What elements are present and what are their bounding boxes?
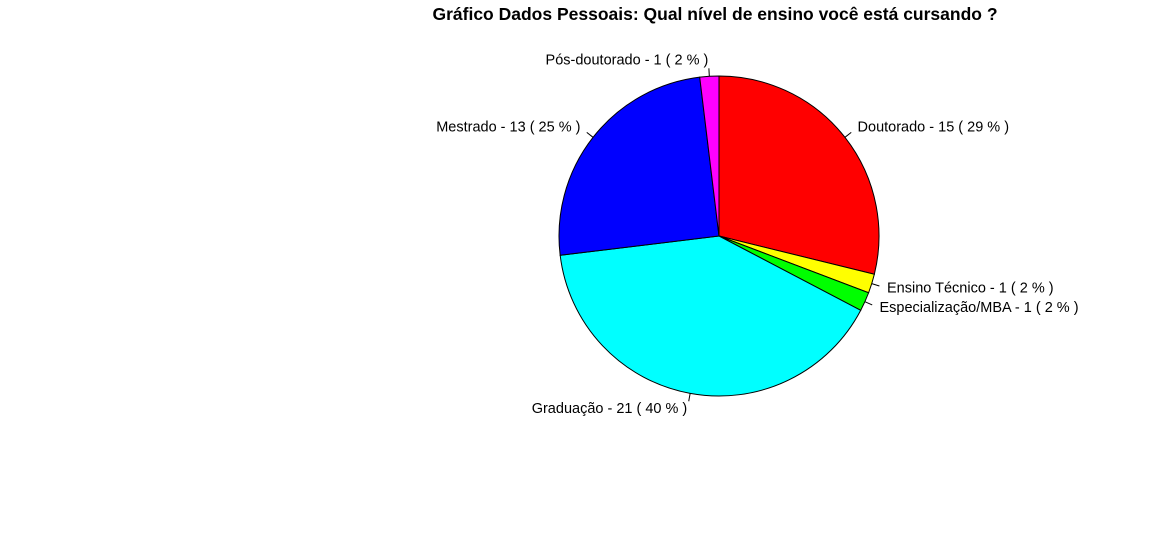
label-leader-line [688,393,691,402]
slice-label: Pós-doutorado - 1 ( 2 % ) [546,52,709,68]
pie-slices [558,75,880,397]
slice-label: Graduação - 21 ( 40 % ) [532,401,688,417]
chart-title: Gráfico Dados Pessoais: Qual nível de en… [432,4,998,24]
label-leader-line [586,131,594,138]
pie-labels: Doutorado - 15 ( 29 % ) Ensino Técnico - … [436,52,1078,417]
slice-label: Mestrado - 13 ( 25 % ) [436,119,580,135]
label-leader-line [864,301,873,306]
pie-slice [558,76,720,256]
pie-slice [559,235,862,397]
pie-slice [718,75,880,275]
label-leader-line [844,131,852,138]
slice-label: Especialização/MBA - 1 ( 2 % ) [879,300,1078,316]
label-leader-line [871,283,880,287]
pie-slice [699,75,720,237]
slice-label: Doutorado - 15 ( 29 % ) [858,119,1010,135]
slice-label: Ensino Técnico - 1 ( 2 % ) [887,280,1054,296]
